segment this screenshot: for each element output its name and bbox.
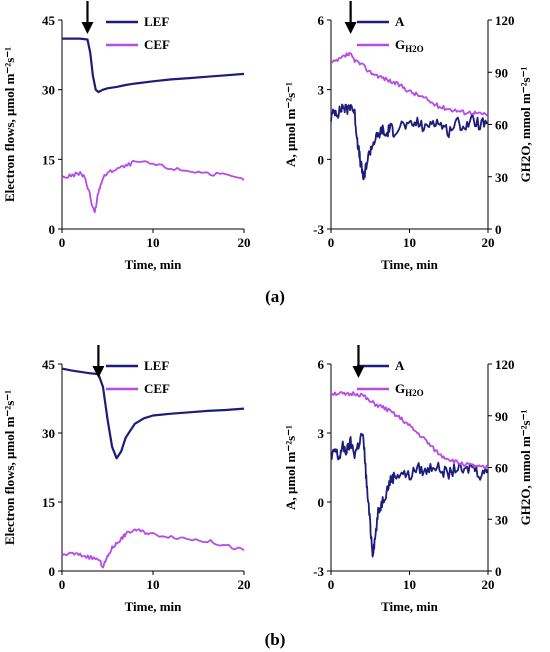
x-tick-label: 10 (403, 235, 416, 250)
y-tick-label: 45 (42, 13, 56, 28)
y-axis-label: A, μmol m⁻²s⁻¹ (283, 82, 298, 167)
x-tick-label: 0 (328, 577, 335, 592)
y2-tick-label: 30 (495, 170, 508, 185)
legend-label-a: A (395, 14, 405, 29)
x-axis-label: Time, min (381, 599, 439, 614)
series-line-g (330, 391, 489, 470)
series-line-cef (61, 159, 245, 214)
y-tick-label: 45 (42, 357, 56, 372)
y2-tick-label: 0 (495, 564, 502, 579)
series-line-cef (61, 528, 245, 569)
y-tick-label: 0 (49, 564, 56, 579)
y2-tick-label: 120 (495, 13, 515, 28)
y-axis-label: Electron flows, μmol m⁻²s⁻¹ (2, 390, 17, 545)
y-axis-label: A, μmol m⁻²s⁻¹ (283, 425, 298, 510)
y2-tick-label: 120 (495, 357, 515, 372)
x-tick-label: 20 (238, 577, 251, 592)
y2-axis-label: GH2O, mmol m⁻²s⁻¹ (518, 67, 533, 183)
y-tick-label: 30 (42, 426, 55, 441)
arrow-head (81, 22, 94, 34)
legend-subscript: H2O (405, 44, 424, 54)
y-tick-label: 3 (318, 83, 325, 98)
y2-tick-label: 90 (495, 409, 508, 424)
y-tick-label: 0 (318, 152, 325, 167)
legend-label-a: A (395, 358, 405, 373)
x-tick-label: 20 (482, 577, 495, 592)
x-tick-label: 10 (147, 577, 160, 592)
y-tick-label: 0 (49, 222, 56, 237)
x-tick-label: 20 (482, 235, 495, 250)
x-axis-label: Time, min (125, 599, 183, 614)
series-line-lef (62, 37, 245, 94)
legend-label-cef: CEF (144, 37, 170, 52)
y2-tick-label: 60 (495, 118, 508, 133)
y2-tick-label: 30 (495, 512, 508, 527)
y2-tick-label: 60 (495, 461, 508, 476)
y-tick-label: 30 (42, 83, 55, 98)
x-axis-label: Time, min (125, 257, 183, 272)
legend-subscript: H2O (405, 388, 424, 398)
y-tick-label: 0 (318, 495, 325, 510)
series-line-a (330, 432, 489, 558)
y2-tick-label: 90 (495, 65, 508, 80)
arrow-head (344, 22, 357, 34)
y-tick-label: -3 (313, 222, 324, 237)
y2-tick-label: 0 (495, 222, 502, 237)
x-axis-label: Time, min (381, 257, 439, 272)
x-tick-label: 0 (328, 235, 335, 250)
chart-a-left: 0 10 20 0 15 30 45 Time, min Electron flows, μmo… (2, 1, 251, 272)
arrow-head (92, 366, 105, 378)
legend-label-cef: CEF (144, 381, 170, 396)
x-tick-label: 0 (59, 235, 66, 250)
legend-label-g: GH2O (395, 381, 424, 398)
legend-label-g: GH2O (395, 37, 424, 54)
x-tick-label: 10 (147, 235, 160, 250)
y-tick-label: 6 (318, 13, 325, 28)
series-line-a (330, 103, 489, 181)
y-tick-label: 3 (318, 426, 325, 441)
y-tick-label: -3 (313, 564, 324, 579)
x-tick-label: 10 (403, 577, 416, 592)
y-tick-label: 15 (42, 152, 56, 167)
x-tick-label: 0 (59, 577, 66, 592)
y-tick-label: 6 (318, 357, 325, 372)
y2-axis-label: GH2O, mmol m⁻²s⁻¹ (518, 410, 533, 526)
y-axis-label: Electron flows, μmol m⁻²s⁻¹ (2, 47, 17, 202)
panel-label-b: (b) (265, 630, 286, 649)
panel-label-a: (a) (265, 287, 285, 306)
arrow-head (352, 366, 365, 378)
series-line-lef (61, 367, 245, 460)
legend-label-lef: LEF (144, 14, 169, 29)
series-line-g (330, 51, 489, 117)
chart-b-left: 0 10 20 0 15 30 45 Time, min Electron flows, μmo… (2, 345, 251, 614)
y-tick-label: 15 (42, 495, 56, 510)
legend-label-lef: LEF (144, 358, 169, 373)
x-tick-label: 20 (238, 235, 251, 250)
